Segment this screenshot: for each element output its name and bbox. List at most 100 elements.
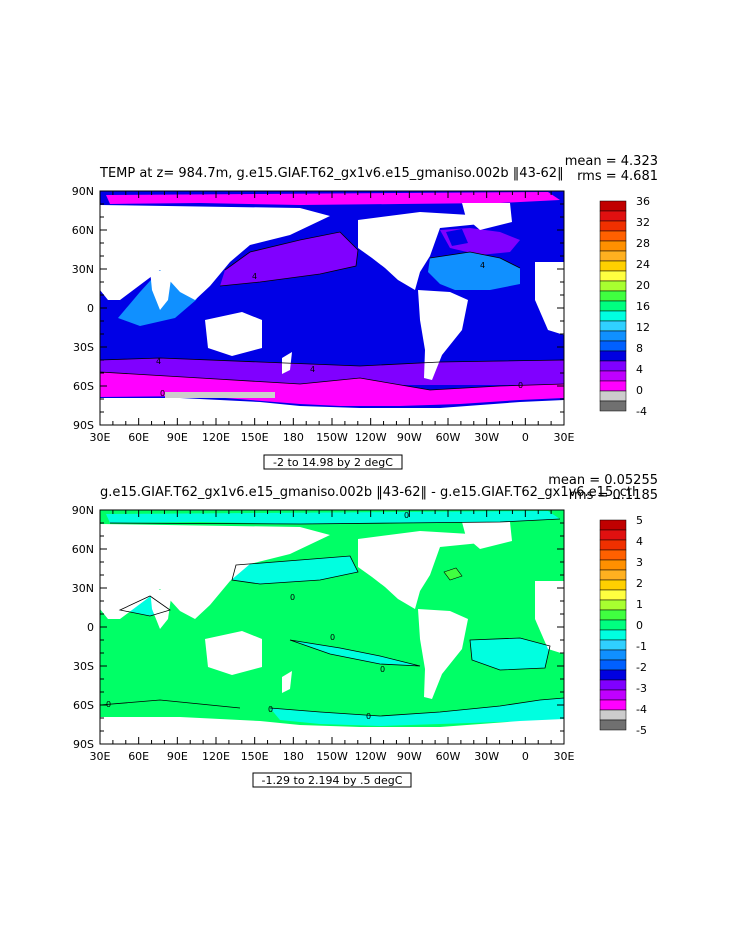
panel-1-colorbar-swatch	[599, 370, 627, 382]
panel-1-land-australia	[205, 312, 262, 356]
panel-1-colorbar-swatch	[599, 300, 627, 312]
panel-1-lat-label: 0	[87, 302, 94, 315]
panel-2-colorbar-swatch	[599, 679, 627, 691]
panel-1-contour-line	[100, 357, 564, 367]
panel-2-colorbar-label: -1	[636, 640, 647, 653]
panel-2-lon-label: 30E	[554, 750, 575, 763]
panel-2-contour-label: 0	[380, 665, 385, 674]
panel-2-colorbar: 5 4 3 2 1 0 -1 -2 -3 -4 -5	[599, 514, 647, 737]
panel-2-colorbar-label: -2	[636, 661, 647, 674]
panel-2-lat-label: 30N	[72, 582, 94, 595]
panel-1-colorbar-label: 28	[636, 237, 650, 250]
panel-2-land-australia	[205, 631, 262, 675]
panel-2-colorbar-swatch	[599, 549, 627, 561]
panel-1-lon-label: 90E	[167, 431, 188, 444]
panel-1-land-greenland	[462, 203, 512, 230]
panel-1-lat-label: 60S	[73, 380, 94, 393]
panel-2-satlantic-cyan	[470, 638, 550, 670]
panel-2-contour-label: 0	[404, 511, 409, 520]
panel-1-lon-label: 150E	[241, 431, 269, 444]
panel-1-colorbar-label: 16	[636, 300, 650, 313]
panel-1-colorbar-swatch	[599, 310, 627, 322]
panel-1-land-eurasia	[100, 205, 330, 300]
panel-2-colorbar-swatch	[599, 529, 627, 541]
panel-1-lon-label: 120W	[355, 431, 387, 444]
panel-1-colorbar-swatch	[599, 390, 627, 402]
panel-2-colorbar-label: 2	[636, 577, 643, 590]
panel-2-contour-line	[231, 555, 359, 585]
panel-1-contour-label: 4	[156, 357, 161, 366]
panel-2-colorbar-swatch	[599, 559, 627, 571]
panel-2-lat-label: 90N	[72, 504, 94, 517]
panel-1-land-south-america	[418, 290, 468, 380]
panel-1-colorbar-label: -4	[636, 405, 647, 418]
panel-1-colorbar-label: 0	[636, 384, 643, 397]
panel-1-lon-label: 150W	[316, 431, 348, 444]
panel-2-lon-label: 120E	[202, 750, 230, 763]
panel-1-lon-label: 60E	[128, 431, 149, 444]
panel-1-colorbar-swatch	[599, 250, 627, 262]
panel-1-colorbar-swatch	[599, 220, 627, 232]
panel-2-colorbar-swatch	[599, 599, 627, 611]
panel-1-colorbar-swatch	[599, 290, 627, 302]
panel-2-colorbar-swatch	[599, 519, 627, 531]
panel-2-mean: mean = 0.05255	[548, 473, 658, 488]
panel-2-colorbar-swatch	[599, 619, 627, 631]
panel-1-lat-label: 30N	[72, 263, 94, 276]
panel-2-title: g.e15.GIAF.T62_gx1v6.e15_gmaniso.002b ‖4…	[100, 485, 636, 500]
panel-2-lat-label: 90S	[73, 738, 94, 751]
panel-1-lon-label: 90W	[397, 431, 422, 444]
panel-1-colorbar-swatch	[599, 230, 627, 242]
panel-2-colorbar-label: 4	[636, 535, 643, 548]
panel-1-colorbar-label: 12	[636, 321, 650, 334]
panel-2-range-box: -1.29 to 2.194 by .5 degC	[252, 772, 412, 788]
panel-2-land-greenland	[462, 522, 512, 549]
panel-2-colorbar-swatch	[599, 579, 627, 591]
panel-2-lon-label: 60W	[436, 750, 461, 763]
panel-1-colorbar-label: 8	[636, 342, 643, 355]
panel-1-lon-label: 30E	[90, 431, 111, 444]
panel-2-rms: rms = 0.1185	[569, 488, 658, 503]
panel-1-colorbar-swatch	[599, 260, 627, 272]
panel-1-lon-label: 30W	[474, 431, 499, 444]
panel-2-land-india	[150, 589, 172, 629]
panel-2-lon-label: 60E	[128, 750, 149, 763]
panel-1-contour-line	[429, 251, 521, 269]
panel-2-colorbar-label: 3	[636, 556, 643, 569]
panel-1-colorbar-label: 32	[636, 216, 650, 229]
panel-2-colorbar-label: -5	[636, 724, 647, 737]
panel-2-lon-label: 150E	[241, 750, 269, 763]
panel-1-colorbar-swatch	[599, 330, 627, 342]
panel-1-colorbar-swatch	[599, 320, 627, 332]
panel-1-colorbar-label: 36	[636, 195, 650, 208]
panel-2-colorbar-swatch	[599, 659, 627, 671]
panel-1-contour-label: 0	[518, 381, 523, 390]
panel-2-contour-label: 0	[366, 712, 371, 721]
panel-1-colorbar-label: 4	[636, 363, 643, 376]
panel-1-southern-magenta-band	[100, 372, 564, 406]
panel-2-colorbar-label: 5	[636, 514, 643, 527]
panel-1-colorbar-swatch	[599, 270, 627, 282]
panel-2-colorbar-swatch	[599, 629, 627, 641]
panel-1-colorbar: 36 32 28 24 20 16 12 8 4 0 -4	[599, 195, 650, 418]
panel-1-npacific-purple	[220, 232, 358, 286]
panel-2-contour-line	[100, 699, 241, 709]
panel-2-land-africa	[535, 581, 564, 654]
panel-1-atlantic-lightblue	[428, 252, 520, 290]
panel-2-arctic-cyan	[106, 511, 560, 524]
panel-2-lon-label: 120W	[355, 750, 387, 763]
panel-1-land-north-america	[358, 212, 500, 290]
panel-2-colorbar-swatch	[599, 609, 627, 621]
panel-1-contour-label: 4	[480, 261, 485, 270]
panel-1-colorbar-swatch	[599, 200, 627, 212]
panel-2-colorbar-swatch	[599, 689, 627, 701]
panel-1-map: 0 4 4 4 4 0	[100, 191, 564, 425]
panel-1-range-label: -2 to 14.98 by 2 degC	[273, 456, 393, 469]
panel-2-map: 0 0 0 0 0 0 0	[100, 510, 564, 744]
panel-1-mean: mean = 4.323	[565, 154, 658, 169]
panel-2-southern-cyan	[270, 698, 564, 726]
panel-2: g.e15.GIAF.T62_gx1v6.e15_gmaniso.002b ‖4…	[72, 473, 658, 788]
panel-2-colorbar-label: -3	[636, 682, 647, 695]
